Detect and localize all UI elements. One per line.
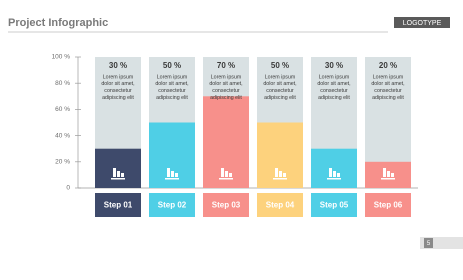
icon-body [167, 168, 170, 177]
description-line: adipiscing elit [318, 95, 350, 101]
value-label: 50 % [163, 61, 181, 70]
step-box [311, 193, 357, 217]
value-label: 30 % [325, 61, 343, 70]
step-box [365, 193, 411, 217]
y-tick-label: 100 % [52, 54, 71, 61]
description-line: dolor sit amet, [209, 81, 242, 87]
icon-base [273, 178, 287, 180]
icon-body [113, 168, 116, 177]
step-label: Step 06 [374, 201, 403, 210]
description-line: consectetur [212, 88, 240, 94]
logo-text: LOGOTYPE [403, 20, 442, 27]
description-line: consectetur [104, 88, 132, 94]
description-line: adipiscing elit [156, 95, 188, 101]
icon-body [383, 168, 386, 177]
y-tick-label: 60 % [55, 106, 70, 113]
icon-body [283, 173, 286, 177]
icon-body [333, 171, 336, 177]
icon-body [225, 171, 228, 177]
icon-body [329, 168, 332, 177]
description-line: adipiscing elit [210, 95, 242, 101]
icon-body [221, 168, 224, 177]
description-line: Lorem ipsum [211, 74, 242, 80]
step-box [203, 193, 249, 217]
step-label: Step 04 [266, 201, 295, 210]
description-line: adipiscing elit [102, 95, 134, 101]
bar [257, 122, 303, 188]
description-line: Lorem ipsum [373, 74, 404, 80]
icon-base [381, 178, 395, 180]
value-label: 70 % [217, 61, 235, 70]
icon-base [327, 178, 341, 180]
step-box [95, 193, 141, 217]
description-line: adipiscing elit [264, 95, 296, 101]
icon-body [387, 171, 390, 177]
icon-body [275, 168, 278, 177]
icon-body [175, 173, 178, 177]
description-line: dolor sit amet, [101, 81, 134, 87]
description-line: dolor sit amet, [371, 81, 404, 87]
description-line: dolor sit amet, [263, 81, 296, 87]
description-line: Lorem ipsum [265, 74, 296, 80]
description-line: dolor sit amet, [317, 81, 350, 87]
description-line: consectetur [158, 88, 186, 94]
y-tick-label: 0 [66, 185, 70, 192]
y-tick-label: 20 % [55, 159, 70, 166]
description-line: Lorem ipsum [319, 74, 350, 80]
description-line: Lorem ipsum [157, 74, 188, 80]
page-number: 5 [427, 241, 431, 247]
value-label: 20 % [379, 61, 397, 70]
description-line: dolor sit amet, [155, 81, 188, 87]
description-line: consectetur [266, 88, 294, 94]
step-label: Step 03 [212, 201, 241, 210]
description-line: consectetur [374, 88, 402, 94]
bar [149, 122, 195, 188]
icon-body [229, 173, 232, 177]
description-line: Lorem ipsum [103, 74, 134, 80]
logo-box [394, 17, 450, 28]
step-label: Step 02 [158, 201, 187, 210]
step-box [257, 193, 303, 217]
value-label: 30 % [109, 61, 127, 70]
step-label: Step 01 [104, 201, 133, 210]
icon-body [337, 173, 340, 177]
description-line: adipiscing elit [372, 95, 404, 101]
value-label: 50 % [271, 61, 289, 70]
icon-body [121, 173, 124, 177]
icon-base [219, 178, 233, 180]
icon-body [171, 171, 174, 177]
chart-title: Project Infographic [8, 17, 108, 29]
icon-body [391, 173, 394, 177]
step-box [149, 193, 195, 217]
step-label: Step 05 [320, 201, 349, 210]
bar [311, 148, 357, 188]
description-line: consectetur [320, 88, 348, 94]
y-tick-label: 80 % [55, 80, 70, 87]
icon-base [111, 178, 125, 180]
bar [95, 148, 141, 188]
icon-base [165, 178, 179, 180]
page-box [424, 238, 433, 248]
y-tick-label: 40 % [55, 132, 70, 139]
icon-body [279, 171, 282, 177]
icon-body [117, 171, 120, 177]
